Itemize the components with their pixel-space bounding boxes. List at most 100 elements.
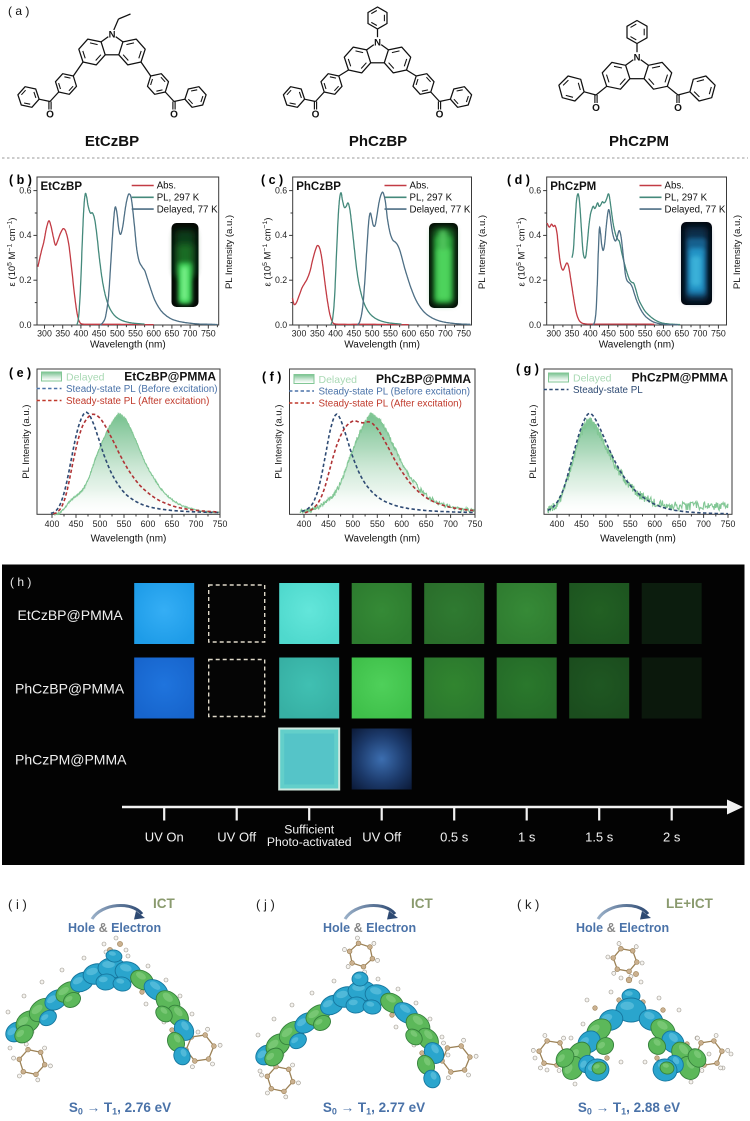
svg-text:350: 350 [565,329,580,339]
svg-text:EtCzBP@PMMA: EtCzBP@PMMA [124,370,216,384]
svg-text:500: 500 [620,329,635,339]
svg-text:750: 750 [456,329,471,339]
svg-text:700: 700 [189,519,204,529]
svg-text:Hole & Electron: Hole & Electron [323,921,416,935]
svg-text:( i ): ( i ) [8,897,27,912]
svg-text:Abs.: Abs. [410,181,429,192]
svg-text:UV Off: UV Off [217,830,256,845]
svg-text:EtCzBP: EtCzBP [85,133,139,150]
svg-text:550: 550 [117,519,132,529]
svg-text:550: 550 [623,519,638,529]
svg-text:450: 450 [574,519,589,529]
svg-text:400: 400 [297,519,312,529]
svg-text:0.4: 0.4 [529,230,541,240]
svg-text:Delayed: Delayed [66,372,105,384]
svg-text:550: 550 [370,519,385,529]
svg-text:PhCzPM: PhCzPM [550,181,596,193]
svg-text:( e ): ( e ) [9,366,31,380]
svg-text:PL, 297 K: PL, 297 K [157,193,200,204]
svg-text:0.2: 0.2 [529,275,541,285]
svg-text:400: 400 [583,329,598,339]
svg-text:PL Intensity (a.u.): PL Intensity (a.u.) [477,215,488,289]
svg-text:Wavelength (nm): Wavelength (nm) [344,534,420,545]
svg-text:ε (105 M−1 cm−1): ε (105 M−1 cm−1) [7,218,19,287]
svg-text:( k ): ( k ) [517,897,539,912]
svg-text:700: 700 [443,519,458,529]
svg-text:Sufficient: Sufficient [284,823,335,837]
svg-text:500: 500 [346,519,361,529]
svg-text:0.4: 0.4 [275,230,287,240]
svg-text:Delayed: Delayed [319,374,358,386]
svg-text:PhCzBP@PMMA: PhCzBP@PMMA [376,372,471,386]
svg-text:500: 500 [599,519,614,529]
svg-text:0.6: 0.6 [19,185,31,195]
svg-text:600: 600 [141,519,156,529]
svg-text:ε (105 M−1 cm−1): ε (105 M−1 cm−1) [516,218,528,287]
svg-text:0.6: 0.6 [275,185,287,195]
svg-text:300: 300 [37,329,52,339]
svg-text:400: 400 [550,519,565,529]
svg-text:N: N [374,37,381,48]
svg-text:S0 → T1, 2.88 eV: S0 → T1, 2.88 eV [578,1100,680,1117]
svg-text:450: 450 [321,519,336,529]
svg-text:O: O [674,103,682,114]
svg-text:Steady-state PL (Before excita: Steady-state PL (Before excitation) [319,387,471,398]
svg-text:N: N [109,29,116,40]
svg-text:PL Intensity (a.u.): PL Intensity (a.u.) [732,215,743,289]
svg-text:0.2: 0.2 [19,275,31,285]
svg-text:650: 650 [420,329,435,339]
svg-text:1.5 s: 1.5 s [585,830,614,845]
svg-text:Delayed: Delayed [573,373,612,385]
svg-text:0.6: 0.6 [529,185,541,195]
svg-text:2 s: 2 s [663,830,681,845]
svg-text:Abs.: Abs. [665,181,684,192]
svg-text:( j ): ( j ) [256,897,275,912]
svg-text:PL Intensity (a.u.): PL Intensity (a.u.) [224,215,235,289]
svg-text:450: 450 [601,329,616,339]
svg-text:PhCzBP: PhCzBP [296,181,341,193]
svg-text:700: 700 [696,519,711,529]
svg-text:300: 300 [546,329,561,339]
svg-text:500: 500 [365,329,380,339]
svg-text:S0 → T1, 2.77 eV: S0 → T1, 2.77 eV [323,1100,425,1117]
svg-text:S0 → T1, 2.76 eV: S0 → T1, 2.76 eV [69,1100,171,1117]
svg-text:0.2: 0.2 [275,275,287,285]
svg-text:700: 700 [693,329,708,339]
svg-text:ICT: ICT [153,896,176,911]
svg-text:PL, 297 K: PL, 297 K [410,193,453,204]
svg-text:PhCzPM: PhCzPM [609,133,669,150]
svg-text:UV On: UV On [145,830,184,845]
svg-text:Hole & Electron: Hole & Electron [576,921,669,935]
svg-text:650: 650 [672,519,687,529]
svg-text:LE+ICT: LE+ICT [666,896,714,911]
svg-text:O: O [312,109,320,120]
svg-text:( c ): ( c ) [261,173,283,187]
svg-text:( d ): ( d ) [507,173,530,187]
svg-text:600: 600 [394,519,409,529]
svg-text:650: 650 [674,329,689,339]
svg-text:550: 550 [128,329,143,339]
svg-text:Wavelength (nm): Wavelength (nm) [599,340,675,351]
svg-text:EtCzBP: EtCzBP [41,181,83,193]
svg-text:O: O [592,103,600,114]
svg-text:0.5 s: 0.5 s [440,830,469,845]
svg-text:450: 450 [347,329,362,339]
svg-text:400: 400 [45,519,60,529]
svg-text:0.0: 0.0 [529,320,541,330]
svg-text:PL Intensity (a.u.): PL Intensity (a.u.) [21,405,32,479]
svg-text:0.0: 0.0 [275,320,287,330]
svg-text:Steady-state PL (After excitat: Steady-state PL (After excitation) [66,396,209,407]
svg-text:EtCzBP@PMMA: EtCzBP@PMMA [18,607,124,623]
svg-text:PL, 297 K: PL, 297 K [665,193,708,204]
svg-text:750: 750 [711,329,726,339]
svg-text:PL Intensity (a.u.): PL Intensity (a.u.) [528,405,539,479]
svg-text:650: 650 [165,519,180,529]
svg-text:Steady-state PL: Steady-state PL [573,385,643,396]
svg-text:1 s: 1 s [518,830,536,845]
svg-text:( g ): ( g ) [516,362,539,376]
svg-text:Photo-activated: Photo-activated [267,835,352,849]
svg-text:( a ): ( a ) [8,4,29,18]
svg-text:450: 450 [92,329,107,339]
svg-text:( h ): ( h ) [10,575,31,589]
svg-text:( f ): ( f ) [262,370,281,384]
